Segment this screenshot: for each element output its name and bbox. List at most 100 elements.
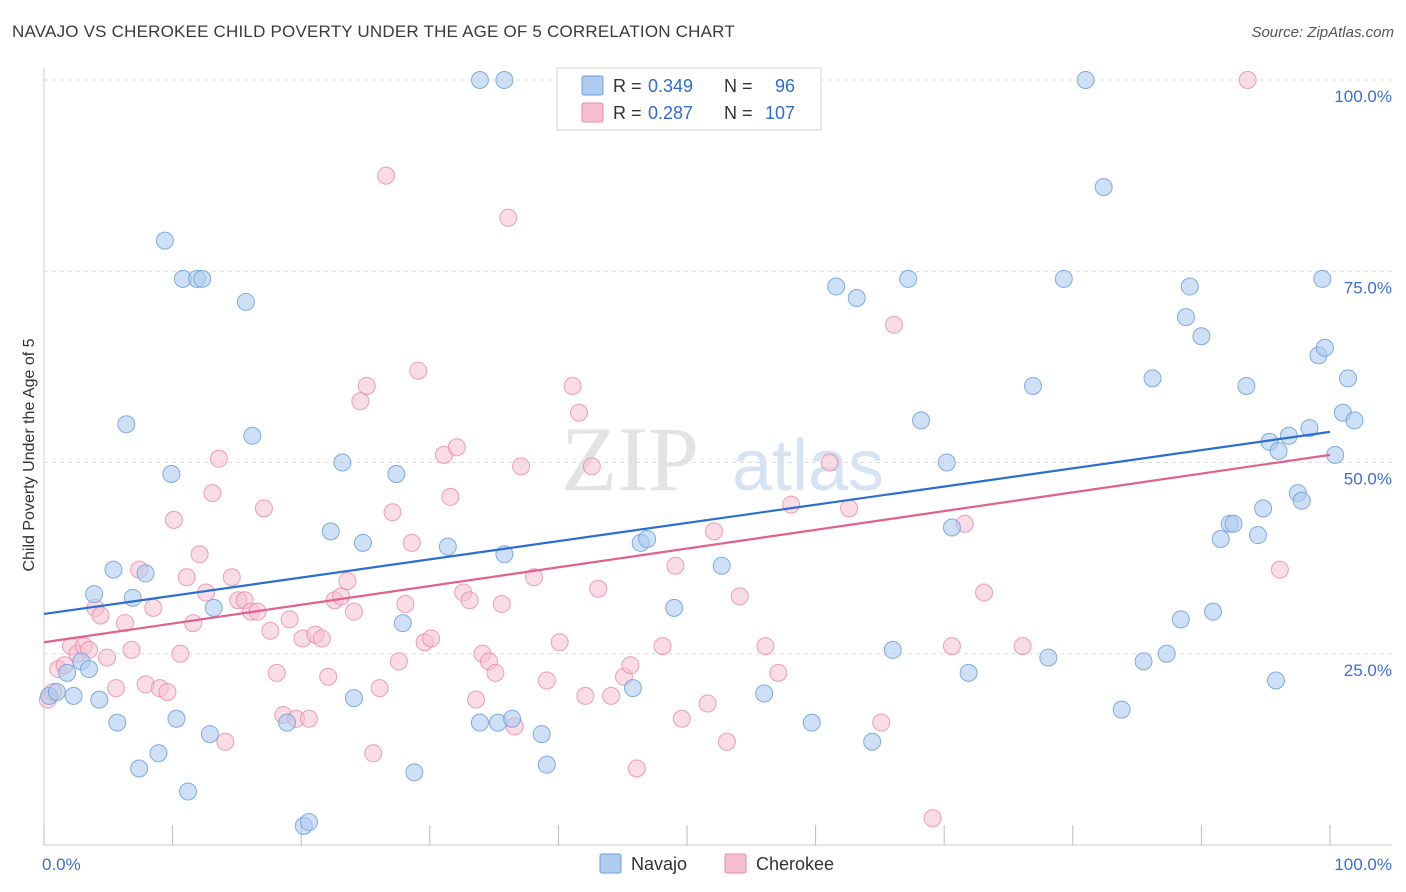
navajo-point-33 bbox=[387, 464, 406, 483]
cherokee-point-83 bbox=[621, 656, 640, 675]
cherokee-point-101 bbox=[942, 637, 961, 656]
navajo-point-93 bbox=[1345, 411, 1364, 430]
navajo-point-86 bbox=[1300, 419, 1319, 438]
navajo-point-47 bbox=[638, 530, 657, 548]
legend-navajo-n-value: 96 bbox=[775, 76, 795, 96]
cherokee-point-84 bbox=[627, 759, 646, 778]
navajo-point-23 bbox=[204, 598, 223, 617]
cherokee-point-34 bbox=[261, 621, 280, 640]
navajo-point-72 bbox=[1192, 327, 1211, 346]
navajo-point-70 bbox=[1176, 308, 1195, 327]
navajo-point-31 bbox=[344, 689, 363, 708]
cherokee-point-56 bbox=[402, 533, 421, 552]
navajo-point-48 bbox=[665, 598, 684, 617]
y-tick-labels: 25.0% 50.0% 75.0% 100.0% bbox=[1334, 87, 1392, 680]
y-axis-title: Child Poverty Under the Age of 5 bbox=[21, 338, 38, 571]
cherokee-point-47 bbox=[344, 602, 363, 621]
navajo-point-12 bbox=[130, 759, 149, 778]
cherokee-point-77 bbox=[569, 403, 588, 422]
cherokee-point-20 bbox=[171, 644, 190, 663]
cherokee-point-74 bbox=[537, 671, 556, 690]
legend-cherokee-r-value: 0.287 bbox=[648, 103, 693, 123]
cherokee-point-42 bbox=[312, 629, 331, 648]
navajo-points bbox=[40, 71, 1364, 835]
cherokee-point-91 bbox=[730, 587, 749, 606]
legend-navajo-r-label: R = bbox=[613, 76, 642, 96]
series-legend: Navajo Cherokee bbox=[599, 853, 834, 874]
navajo-point-44 bbox=[537, 755, 556, 774]
cherokee-point-69 bbox=[492, 595, 511, 614]
bottom-swatch-navajo bbox=[599, 853, 622, 874]
cherokee-point-99 bbox=[885, 315, 904, 334]
cherokee-point-52 bbox=[377, 166, 396, 185]
navajo-point-69 bbox=[1171, 610, 1190, 629]
cherokee-point-88 bbox=[698, 694, 717, 713]
navajo-point-67 bbox=[1143, 369, 1162, 388]
navajo-point-29 bbox=[321, 522, 340, 541]
cherokee-trend-line bbox=[43, 453, 1331, 644]
cherokee-point-94 bbox=[769, 663, 788, 682]
navajo-point-58 bbox=[942, 518, 961, 537]
navajo-point-30 bbox=[333, 453, 352, 472]
navajo-point-60 bbox=[1023, 377, 1042, 395]
navajo-point-54 bbox=[883, 640, 902, 659]
navajo-point-19 bbox=[179, 782, 198, 801]
bottom-legend-navajo: Navajo bbox=[631, 854, 687, 874]
navajo-point-52 bbox=[847, 289, 866, 308]
navajo-point-43 bbox=[532, 725, 551, 744]
trend-lines bbox=[43, 430, 1331, 644]
navajo-point-65 bbox=[1112, 700, 1131, 719]
navajo-point-68 bbox=[1157, 644, 1176, 663]
legend-swatch-navajo bbox=[581, 75, 604, 96]
cherokee-point-68 bbox=[486, 663, 505, 682]
navajo-point-63 bbox=[1076, 71, 1095, 89]
cherokee-point-76 bbox=[563, 377, 582, 395]
navajo-point-38 bbox=[470, 713, 489, 732]
navajo-point-55 bbox=[899, 269, 918, 288]
navajo-point-2 bbox=[58, 663, 77, 682]
cherokee-point-46 bbox=[338, 572, 357, 591]
cherokee-point-27 bbox=[216, 732, 235, 751]
navajo-point-16 bbox=[162, 464, 181, 483]
cherokee-point-64 bbox=[460, 591, 479, 610]
cherokee-point-26 bbox=[209, 449, 228, 468]
cherokee-point-85 bbox=[653, 637, 672, 656]
navajo-point-62 bbox=[1054, 269, 1073, 288]
watermark: ZIP atlas bbox=[561, 408, 884, 510]
cherokee-point-95 bbox=[782, 495, 801, 514]
cherokee-point-62 bbox=[447, 438, 466, 457]
cherokee-point-40 bbox=[299, 709, 318, 728]
cherokee-point-22 bbox=[184, 614, 203, 633]
cherokee-point-98 bbox=[872, 713, 891, 732]
source-label: Source: ZipAtlas.com bbox=[1251, 24, 1394, 41]
x-tick-label-0: 0.0% bbox=[42, 855, 81, 874]
cherokee-point-28 bbox=[222, 568, 241, 587]
cherokee-point-80 bbox=[589, 579, 608, 598]
navajo-point-88 bbox=[1313, 269, 1332, 288]
chart-title: NAVAJO VS CHEROKEE CHILD POVERTY UNDER T… bbox=[12, 22, 735, 41]
navajo-point-15 bbox=[155, 231, 174, 250]
cherokee-point-86 bbox=[666, 556, 685, 575]
legend-swatch-cherokee bbox=[581, 102, 604, 123]
navajo-point-92 bbox=[1339, 369, 1358, 388]
cherokee-point-89 bbox=[705, 522, 724, 541]
cherokee-point-73 bbox=[524, 568, 543, 587]
cherokee-point-100 bbox=[923, 809, 942, 828]
navajo-point-37 bbox=[470, 71, 489, 89]
navajo-point-34 bbox=[393, 614, 412, 633]
navajo-point-76 bbox=[1224, 514, 1243, 533]
watermark-atlas: atlas bbox=[732, 426, 884, 506]
cherokee-point-59 bbox=[422, 629, 441, 648]
cherokee-point-70 bbox=[499, 208, 518, 227]
cherokee-point-13 bbox=[122, 640, 141, 659]
cherokee-point-57 bbox=[409, 361, 428, 380]
cherokee-point-10 bbox=[98, 648, 117, 667]
navajo-point-17 bbox=[167, 709, 186, 728]
cherokee-point-37 bbox=[280, 610, 299, 629]
navajo-point-45 bbox=[623, 679, 642, 698]
navajo-trend-line bbox=[43, 430, 1331, 616]
navajo-point-85 bbox=[1292, 491, 1311, 510]
cherokee-point-12 bbox=[116, 614, 135, 633]
cherokee-point-93 bbox=[756, 637, 775, 656]
cherokee-point-19 bbox=[164, 510, 183, 529]
